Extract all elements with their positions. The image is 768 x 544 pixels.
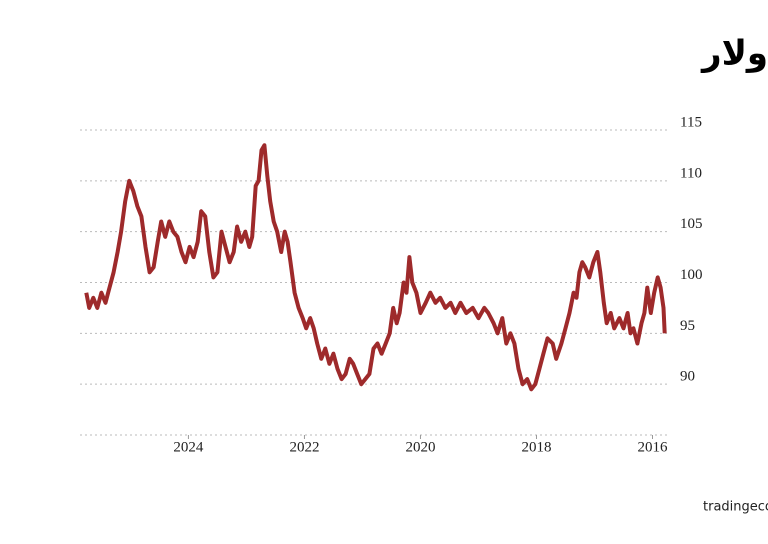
source: المصدر: tradingeconomics.com [703, 500, 768, 515]
x-tick-label: 2016 [637, 439, 668, 455]
x-tick-label: 2022 [289, 439, 319, 455]
y-tick-label: 105 [680, 216, 703, 232]
y-tick-label: 100 [680, 267, 703, 283]
y-tick-label: 115 [680, 114, 702, 130]
y-tick-label: 95 [680, 318, 695, 334]
line [84, 143, 667, 392]
x-tick-label: 2018 [521, 439, 551, 455]
y-tick-label: 110 [680, 165, 702, 181]
x-tick-label: 2020 [405, 439, 435, 455]
y-tick-label: 90 [680, 369, 695, 385]
chart-title: مؤشّر الدولار [700, 34, 768, 74]
x-tick-label: 2024 [173, 439, 204, 455]
